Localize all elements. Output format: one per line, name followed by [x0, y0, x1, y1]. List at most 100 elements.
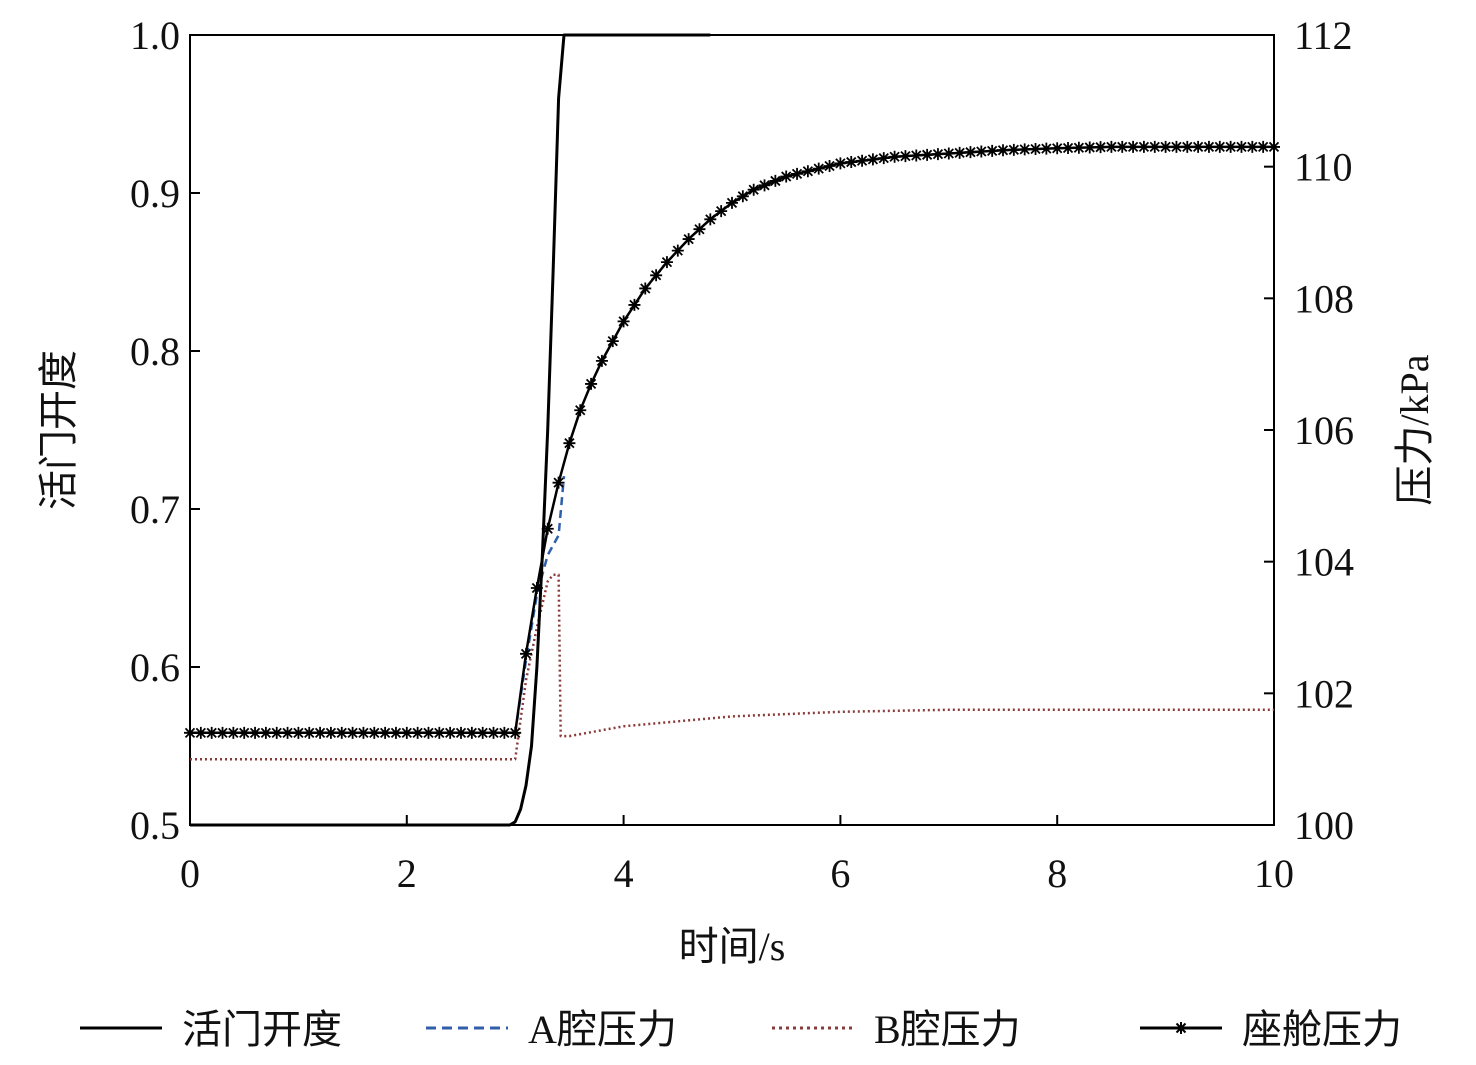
- series-valve-opening: [190, 33, 711, 827]
- cabin-pressure-marker: [184, 726, 196, 739]
- cabin-pressure-marker: [574, 404, 587, 417]
- legend-label-cabin: 座舱压力: [1242, 1007, 1402, 1052]
- cabin-pressure-marker: [1257, 140, 1270, 153]
- cabin-pressure-marker: [422, 726, 435, 739]
- cabin-pressure-marker: [1040, 142, 1053, 155]
- cabin-pressure-marker: [595, 354, 608, 367]
- cabin-pressure-marker: [628, 298, 641, 311]
- cabin-pressure-marker: [1159, 140, 1172, 153]
- x-tick-label: 4: [614, 851, 634, 896]
- cabin-pressure-marker: [314, 726, 327, 739]
- cabin-pressure-marker: [1181, 140, 1194, 153]
- cabin-pressure-marker: [205, 726, 218, 739]
- cabin-pressure-marker: [769, 174, 782, 187]
- cabin-pressure-marker: [368, 726, 381, 739]
- cabin-pressure-marker: [379, 726, 392, 739]
- series-cabin-pressure: [190, 145, 1274, 735]
- cabin-pressure-marker: [487, 726, 500, 739]
- cabin-pressure-marker: [1148, 140, 1161, 153]
- left-tick-label: 1.0: [130, 13, 180, 58]
- cabin-pressure-marker: [281, 726, 294, 739]
- cabin-pressure-marker: [975, 145, 988, 158]
- legend-swatch-cabin-star: [1175, 1022, 1187, 1034]
- cabin-pressure-marker: [530, 582, 543, 594]
- cabin-pressure-marker: [1170, 140, 1183, 153]
- cabin-pressure-marker: [400, 726, 413, 739]
- cabin-pressure-marker: [1213, 140, 1226, 153]
- right-tick-label: 102: [1294, 671, 1354, 716]
- left-tick-label: 0.5: [130, 803, 180, 848]
- cabin-pressure-marker: [1018, 143, 1031, 156]
- right-tick-label: 110: [1294, 145, 1353, 190]
- cabin-pressure-marker: [953, 146, 966, 159]
- cabin-pressure-marker: [1029, 143, 1042, 156]
- cabin-pressure-marker: [1062, 141, 1075, 154]
- cabin-pressure-marker: [455, 726, 467, 739]
- cabin-pressure-marker: [1246, 140, 1259, 153]
- left-tick-label: 0.6: [130, 645, 180, 690]
- x-axis-title: 时间/s: [679, 924, 786, 969]
- cabin-pressure-marker: [693, 223, 706, 236]
- cabin-pressure-marker: [671, 244, 684, 257]
- cabin-pressure-marker: [1192, 140, 1205, 153]
- cabin-pressure-marker: [823, 160, 836, 173]
- cabin-pressure-marker: [899, 150, 912, 163]
- cabin-pressure-marker: [1224, 140, 1237, 153]
- cabin-pressure-marker: [585, 377, 598, 390]
- cabin-pressure-marker: [845, 156, 858, 169]
- plot-frame: [189, 34, 1275, 826]
- cabin-pressure-marker: [552, 476, 565, 489]
- cabin-pressure-marker: [194, 726, 207, 739]
- left-axis-title: 活门开度: [36, 350, 81, 510]
- cabin-pressure-marker: [303, 726, 316, 739]
- cabin-pressure-marker: [682, 233, 695, 246]
- right-tick-label: 104: [1294, 540, 1354, 585]
- cabin-pressure-marker: [389, 726, 402, 739]
- right-tick-label: 106: [1294, 408, 1354, 453]
- cabin-pressure-marker: [942, 147, 955, 160]
- cabin-pressure-marker: [498, 726, 511, 739]
- cabin-pressure-marker: [997, 144, 1009, 157]
- x-tick-label: 0: [180, 851, 200, 896]
- cabin-pressure-marker: [292, 726, 305, 739]
- cabin-pressure-marker: [520, 647, 533, 660]
- cabin-pressure-marker: [259, 726, 272, 739]
- cabin-pressure-marker: [465, 726, 478, 739]
- legend-label-a: A腔压力: [528, 1007, 677, 1052]
- legend: 活门开度 A腔压力 B腔压力 座舱压力: [80, 1007, 1402, 1052]
- right-axis-title: 压力/kPa: [1392, 354, 1437, 505]
- cabin-pressure-marker: [639, 282, 652, 295]
- series-a-pressure: [190, 475, 566, 735]
- cabin-pressure-marker: [563, 437, 576, 450]
- cabin-pressure-marker: [986, 144, 999, 157]
- right-tick-label: 100: [1294, 803, 1354, 848]
- ticks-layer: 0 2 4 6 8 10 0.5 0.6 0.7 0.8 0.9 1.0 100 102 104 106 108…: [130, 13, 1354, 896]
- cabin-pressure-marker: [964, 146, 977, 159]
- left-tick-label: 0.7: [130, 487, 180, 532]
- cabin-pressure-marker: [1137, 140, 1150, 153]
- cabin-pressure-marker: [606, 335, 619, 348]
- right-tick-label: 108: [1294, 276, 1354, 321]
- cabin-pressure-marker: [433, 726, 446, 739]
- cabin-pressure-marker: [444, 726, 457, 739]
- cabin-pressure-marker: [758, 179, 771, 192]
- right-tick-label: 112: [1294, 13, 1353, 58]
- cabin-pressure-marker: [856, 154, 869, 167]
- cabin-pressure-marker: [736, 190, 749, 203]
- cabin-pressure-marker: [834, 157, 847, 170]
- cabin-pressure-marker: [541, 522, 554, 535]
- cabin-pressure-marker: [227, 726, 240, 739]
- cabin-pressure-marker: [1083, 141, 1096, 154]
- x-tick-label: 8: [1047, 851, 1067, 896]
- left-tick-label: 0.8: [130, 329, 180, 374]
- cabin-pressure-marker: [791, 167, 804, 180]
- cabin-pressure-marker: [249, 726, 262, 739]
- cabin-pressure-marker: [411, 726, 424, 739]
- cabin-pressure-marker: [866, 153, 879, 166]
- cabin-pressure-marker: [1051, 142, 1064, 155]
- cabin-pressure-marker: [1202, 140, 1215, 153]
- cabin-pressure-marker: [216, 726, 229, 739]
- cabin-pressure-marker: [910, 149, 923, 162]
- cabin-pressure-marker: [335, 726, 348, 739]
